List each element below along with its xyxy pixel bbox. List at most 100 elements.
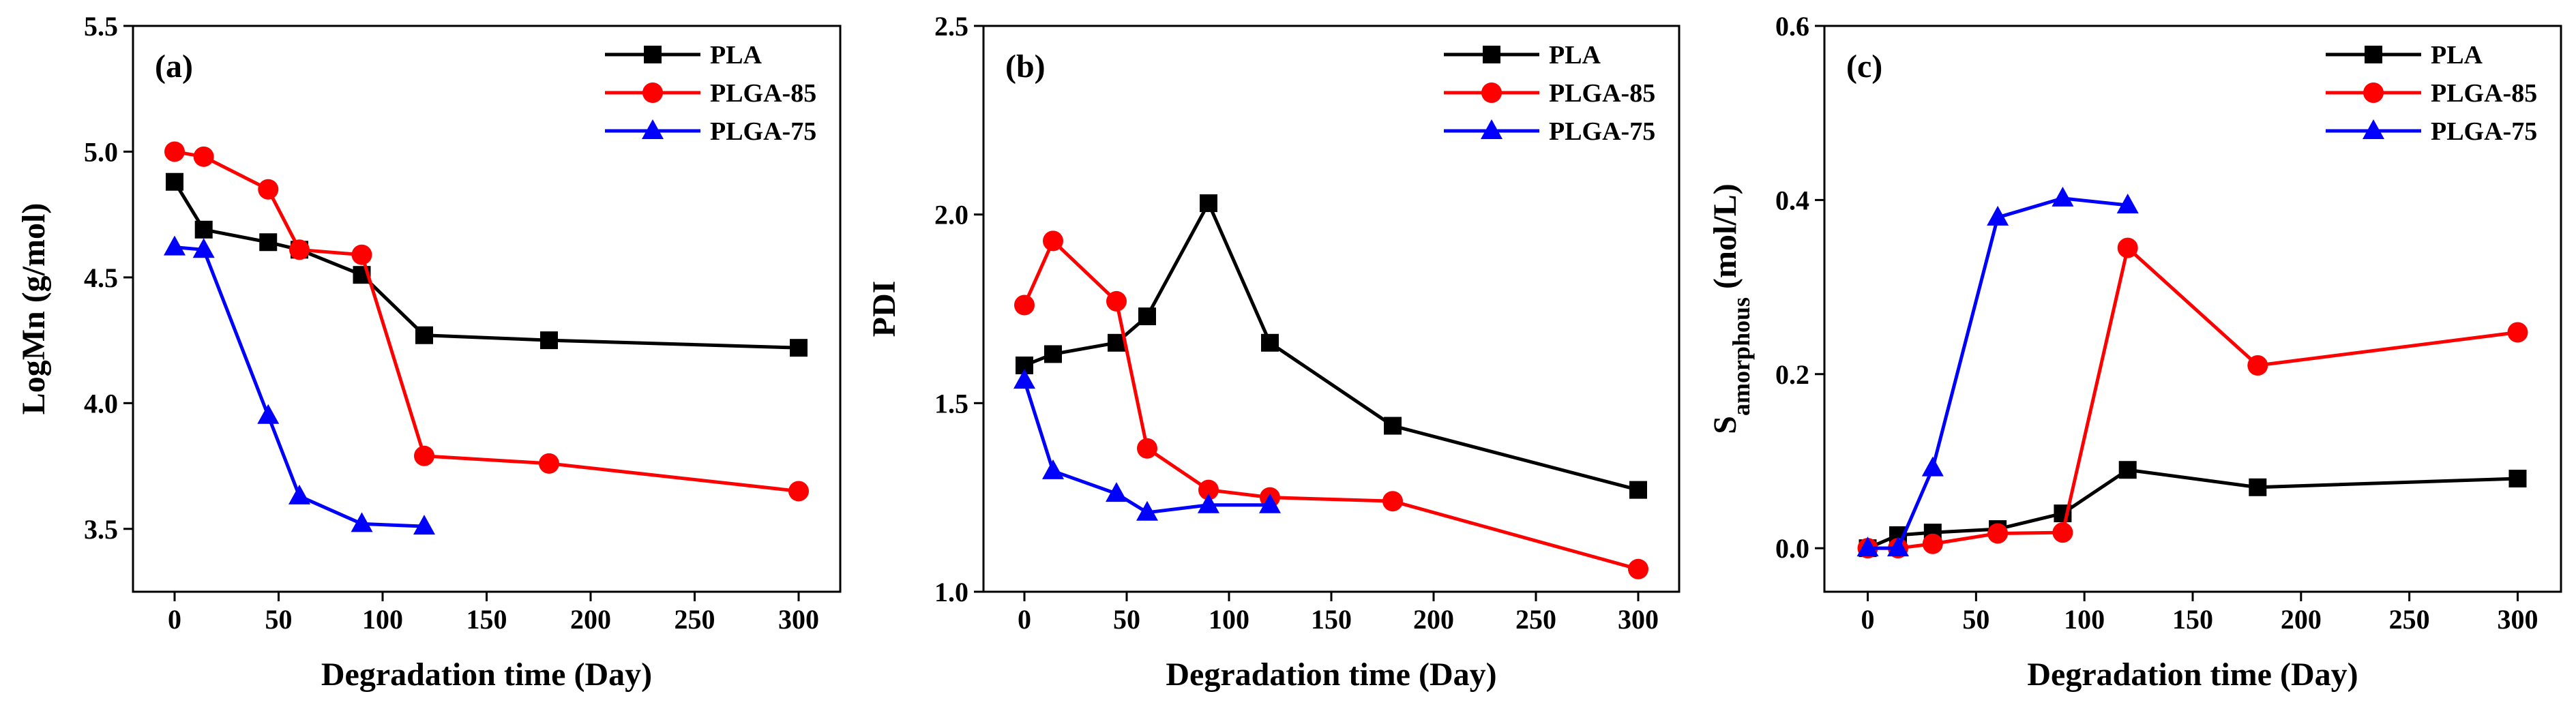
data-point	[1628, 558, 1648, 579]
series-pla	[1016, 194, 1647, 499]
data-point	[2247, 355, 2268, 376]
data-point	[1200, 194, 1217, 213]
x-tick-label: 100	[362, 604, 403, 635]
x-tick-label: 300	[1618, 604, 1659, 635]
data-point	[1921, 456, 1944, 477]
series-line	[173, 181, 799, 350]
series-line	[1022, 239, 1639, 571]
data-point	[257, 404, 280, 424]
y-axis-label: LogMn (g/mol)	[16, 203, 52, 415]
data-point	[1137, 438, 1157, 459]
y-axis-label: PDI	[866, 281, 902, 337]
x-tick-label: 0	[1861, 604, 1875, 635]
data-point	[1198, 493, 1219, 513]
data-point	[1106, 290, 1127, 312]
data-point	[164, 141, 185, 162]
data-point	[1987, 523, 2009, 544]
data-point	[2507, 322, 2528, 343]
data-point	[166, 172, 183, 191]
legend-item: PLGA-75	[2326, 117, 2537, 146]
panel-label: (b)	[1005, 48, 1046, 85]
y-tick-label: 5.5	[84, 11, 118, 42]
data-point	[1629, 481, 1647, 499]
data-point	[539, 453, 559, 474]
x-tick-label: 300	[2497, 604, 2538, 635]
data-point	[194, 220, 213, 239]
legend-label: PLGA-75	[1549, 117, 1655, 146]
data-point	[1043, 230, 1063, 252]
x-tick-label: 250	[1515, 604, 1556, 635]
data-point	[788, 481, 809, 502]
legend-label: PLGA-75	[710, 117, 816, 146]
series-line	[1024, 201, 1639, 492]
legend-item: PLGA-85	[1444, 79, 1655, 108]
data-point	[164, 235, 186, 256]
x-tick-label: 200	[2281, 604, 2322, 635]
data-point	[414, 445, 434, 466]
x-tick-label: 200	[570, 604, 611, 635]
series-pla	[166, 172, 808, 357]
x-tick-label: 250	[2389, 604, 2430, 635]
data-point	[1013, 369, 1035, 389]
panel-label: (c)	[1846, 48, 1882, 85]
x-tick-label: 250	[675, 604, 715, 635]
data-point	[351, 244, 372, 265]
data-point	[415, 326, 433, 344]
legend-marker	[1483, 46, 1500, 63]
data-point	[1887, 537, 1909, 557]
legend-marker	[2363, 82, 2384, 103]
legend-item: PLGA-75	[1444, 117, 1655, 146]
y-tick-label: 0.0	[1775, 533, 1809, 564]
data-point	[259, 233, 278, 252]
legend-label: PLA	[1549, 41, 1601, 70]
legend-item: PLA	[605, 41, 763, 70]
legend-label: PLA	[710, 41, 763, 70]
panel-a: 0 50 100 150 200 250 300 3.5 4.0 4.5 5.0 5.5 Degrada…	[16, 11, 842, 693]
data-point	[288, 484, 310, 504]
data-point	[1922, 533, 1943, 554]
legend-item: PLGA-75	[605, 117, 816, 146]
data-point	[1014, 295, 1035, 316]
legend-marker	[2363, 119, 2384, 139]
series-plga-85	[1857, 237, 2528, 559]
panel-b-frame	[982, 25, 1681, 593]
y-axis-label: Samorphous (mol/L)	[1707, 183, 1755, 434]
series-plga-85	[1014, 230, 1648, 579]
data-point	[2116, 194, 2139, 214]
x-tick-label: 150	[467, 604, 507, 635]
y-tick-label: 4.0	[84, 388, 118, 419]
data-point	[193, 146, 214, 167]
x-tick-label: 100	[2064, 604, 2105, 635]
data-point	[1136, 500, 1158, 521]
data-point	[413, 515, 435, 535]
y-tick-label: 2.0	[934, 200, 968, 230]
y-tick-label: 5.0	[84, 136, 118, 167]
series-line	[174, 149, 799, 493]
x-tick-label: 0	[1018, 604, 1031, 635]
legend-label: PLA	[2431, 41, 2483, 70]
data-point	[1384, 417, 1402, 435]
legend: PLA PLGA-85 PLGA-75	[2326, 41, 2537, 146]
x-tick-label: 100	[1209, 604, 1249, 635]
y-tick-label: 1.5	[934, 388, 968, 419]
x-tick-label: 200	[1413, 604, 1454, 635]
legend: PLA PLGA-85 PLGA-75	[605, 41, 816, 146]
panel-a-frame	[132, 25, 842, 593]
data-point	[1198, 479, 1219, 500]
legend-marker	[1481, 82, 1502, 103]
y-tick-label: 1.0	[934, 577, 968, 607]
series-line	[1022, 380, 1270, 515]
x-axis-label: Degradation time (Day)	[321, 657, 652, 693]
data-point	[2118, 461, 2137, 479]
data-point	[1259, 493, 1281, 513]
y-tick-label: 3.5	[84, 514, 118, 545]
legend-marker	[642, 119, 664, 139]
data-point	[2508, 470, 2527, 487]
y-tick-label: 0.6	[1775, 11, 1809, 42]
data-point	[1382, 491, 1403, 512]
data-point	[1987, 205, 2009, 226]
data-point	[1856, 537, 1879, 557]
legend-label: PLGA-85	[710, 79, 816, 108]
y-tick-label: 2.5	[934, 11, 968, 42]
